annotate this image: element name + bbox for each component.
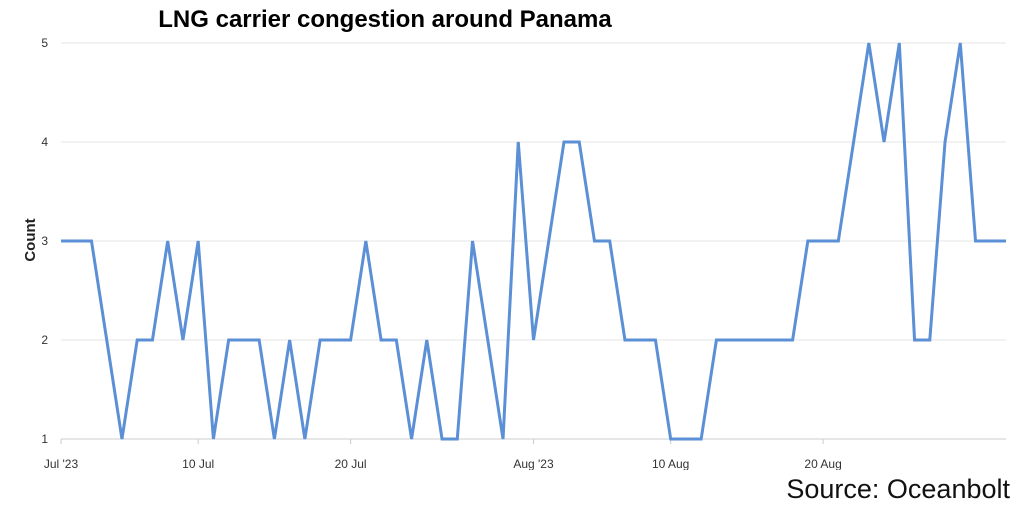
- data-point: [745, 338, 749, 342]
- data-point: [958, 41, 962, 45]
- data-point: [120, 437, 124, 441]
- data-point: [821, 239, 825, 243]
- x-tick-label: Jul '23: [44, 457, 79, 470]
- grid-lines: [61, 42, 1006, 440]
- data-point: [181, 338, 185, 342]
- y-tick-label: 3: [41, 234, 48, 248]
- x-tick-labels: Jul '23 10 Jul 20 Jul Aug '23 10 Aug 20 Aug: [44, 439, 842, 470]
- data-point: [318, 338, 322, 342]
- data-point: [440, 437, 444, 441]
- data-point: [1004, 239, 1008, 243]
- x-tick-label: 10 Jul: [182, 457, 214, 470]
- data-point: [897, 41, 901, 45]
- data-point: [150, 338, 154, 342]
- data-point: [303, 437, 307, 441]
- chart-title: LNG carrier congestion around Panama: [158, 6, 612, 33]
- x-tick-label: 10 Aug: [652, 457, 689, 470]
- data-point: [364, 239, 368, 243]
- source-note: Source: Oceanbolt: [786, 474, 1010, 504]
- data-point: [867, 41, 871, 45]
- x-tick-label: 20 Jul: [335, 457, 367, 470]
- data-point: [562, 140, 566, 144]
- data-point: [684, 437, 688, 441]
- data-point: [333, 338, 337, 342]
- data-point: [669, 437, 673, 441]
- data-point: [577, 140, 581, 144]
- data-point: [288, 338, 292, 342]
- data-point: [653, 338, 657, 342]
- data-point: [211, 437, 215, 441]
- data-point: [486, 338, 490, 342]
- y-tick-label: 4: [41, 135, 48, 149]
- data-point: [135, 338, 139, 342]
- data-point: [196, 239, 200, 243]
- data-point: [455, 437, 459, 441]
- data-point: [699, 437, 703, 441]
- y-tick-labels: 1 2 3 4 5: [41, 36, 48, 446]
- y-tick-label: 5: [41, 36, 48, 50]
- y-axis-label: Count: [22, 218, 39, 261]
- data-point: [74, 239, 78, 243]
- y-tick-label: 2: [41, 333, 48, 347]
- data-point: [592, 239, 596, 243]
- data-point: [89, 239, 93, 243]
- x-tick-label: Aug '23: [513, 457, 554, 470]
- data-point: [471, 239, 475, 243]
- data-point: [425, 338, 429, 342]
- data-point: [547, 239, 551, 243]
- data-point: [349, 338, 353, 342]
- data-point: [714, 338, 718, 342]
- data-point: [943, 140, 947, 144]
- data-point: [608, 239, 612, 243]
- x-tick-label: 20 Aug: [804, 457, 841, 470]
- data-point: [532, 338, 536, 342]
- data-point: [760, 338, 764, 342]
- line-chart: 1 2 3 4 5 Jul '23 10 Jul 20 Jul Aug '23 10 Aug 20…: [22, 36, 1008, 470]
- data-point: [638, 338, 642, 342]
- data-point: [913, 338, 917, 342]
- data-point: [501, 437, 505, 441]
- data-point: [806, 239, 810, 243]
- data-point: [852, 140, 856, 144]
- data-point: [836, 239, 840, 243]
- data-point: [166, 239, 170, 243]
- data-point: [394, 338, 398, 342]
- data-point: [989, 239, 993, 243]
- data-point: [272, 437, 276, 441]
- data-point: [974, 239, 978, 243]
- data-point: [410, 437, 414, 441]
- data-point: [775, 338, 779, 342]
- data-point: [257, 338, 261, 342]
- data-point: [379, 338, 383, 342]
- series-line: [61, 42, 1006, 441]
- data-point: [227, 338, 231, 342]
- y-tick-label: 1: [41, 432, 48, 446]
- data-point: [105, 338, 109, 342]
- data-point: [516, 140, 520, 144]
- data-point: [791, 338, 795, 342]
- data-point: [242, 338, 246, 342]
- data-point: [928, 338, 932, 342]
- data-point: [59, 239, 63, 243]
- data-point: [730, 338, 734, 342]
- data-point: [623, 338, 627, 342]
- data-point: [882, 140, 886, 144]
